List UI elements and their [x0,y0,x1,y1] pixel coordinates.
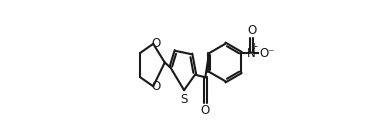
Text: +: + [250,42,258,51]
Text: O⁻: O⁻ [259,47,275,60]
Text: O: O [152,37,161,50]
Text: O: O [152,80,161,93]
Text: S: S [181,93,188,106]
Text: O: O [201,104,210,117]
Text: N: N [247,47,256,60]
Text: O: O [247,24,256,37]
